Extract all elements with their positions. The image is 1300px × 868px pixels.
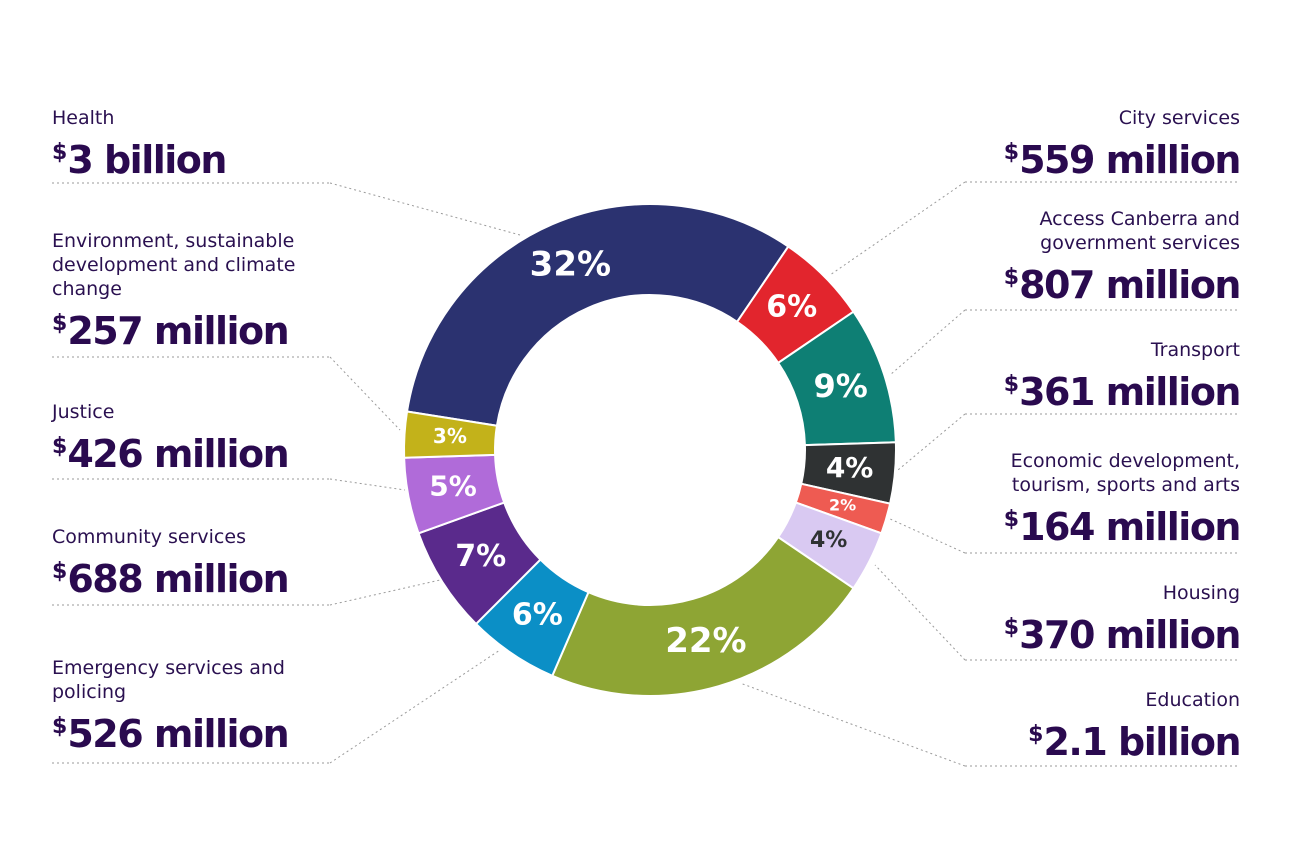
category-label: Justice $426 million [52,400,342,477]
amount: $2.1 billion [1028,720,1241,764]
category-name: Economic development, tourism, sports an… [1010,450,1240,496]
category-label: Housing $370 million [940,581,1242,658]
category-label: Emergency services and policing $526 mill… [52,656,342,757]
category-label: Community services $688 million [52,525,342,602]
percent-label: 3% [433,424,467,448]
amount: $3 billion [52,138,227,182]
amount: $361 million [1003,370,1242,414]
category-name: Emergency services and policing [52,657,285,703]
leader-line [887,517,966,554]
percent-label: 9% [814,367,868,405]
category-name: Environment, sustainable development and… [52,230,296,300]
percent-label: 4% [810,528,847,553]
percent-label: 22% [665,621,746,661]
percent-label: 6% [766,290,817,325]
percent-label: 6% [512,597,563,632]
category-name: Health [52,107,115,129]
category-name: Transport [1150,339,1240,361]
category-name: Access Canberra and government services [1039,208,1240,254]
leader-line [329,579,441,606]
category-name: Housing [1162,582,1240,604]
category-label: Economic development, tourism, sports an… [950,449,1242,550]
amount: $807 million [1003,263,1242,307]
category-name: Education [1145,689,1240,711]
percent-label: 7% [455,539,506,574]
amount: $370 million [1003,613,1242,657]
donut-segment [405,203,790,427]
leader-line [329,356,401,431]
category-name: Justice [52,401,115,423]
leader-line [329,182,521,236]
leader-line [329,649,501,764]
amount: $164 million [1003,505,1242,549]
donut-segment [550,535,855,697]
percent-label: 2% [829,495,856,514]
amount: $426 million [52,432,290,476]
donut-segment [403,410,499,459]
category-label: Transport $361 million [940,338,1242,415]
amount: $688 million [52,557,290,601]
leader-line [329,478,406,491]
leader-line [874,564,966,661]
leader-line [829,181,966,276]
amount: $526 million [52,712,290,756]
leader-line [739,682,966,767]
percent-label: 32% [530,244,611,284]
percent-label: 4% [826,451,874,484]
category-label: Health $3 billion [52,106,342,183]
category-name: City services [1118,107,1240,129]
percent-label: 5% [429,470,477,503]
category-label: Education $2.1 billion [940,688,1241,765]
category-label: City services $559 million [940,106,1242,183]
category-label: Environment, sustainable development and… [52,229,337,354]
category-label: Access Canberra and government services $… [980,207,1242,308]
leader-line [889,309,966,376]
amount: $257 million [52,309,290,353]
category-name: Community services [52,526,246,548]
amount: $559 million [1003,138,1242,182]
